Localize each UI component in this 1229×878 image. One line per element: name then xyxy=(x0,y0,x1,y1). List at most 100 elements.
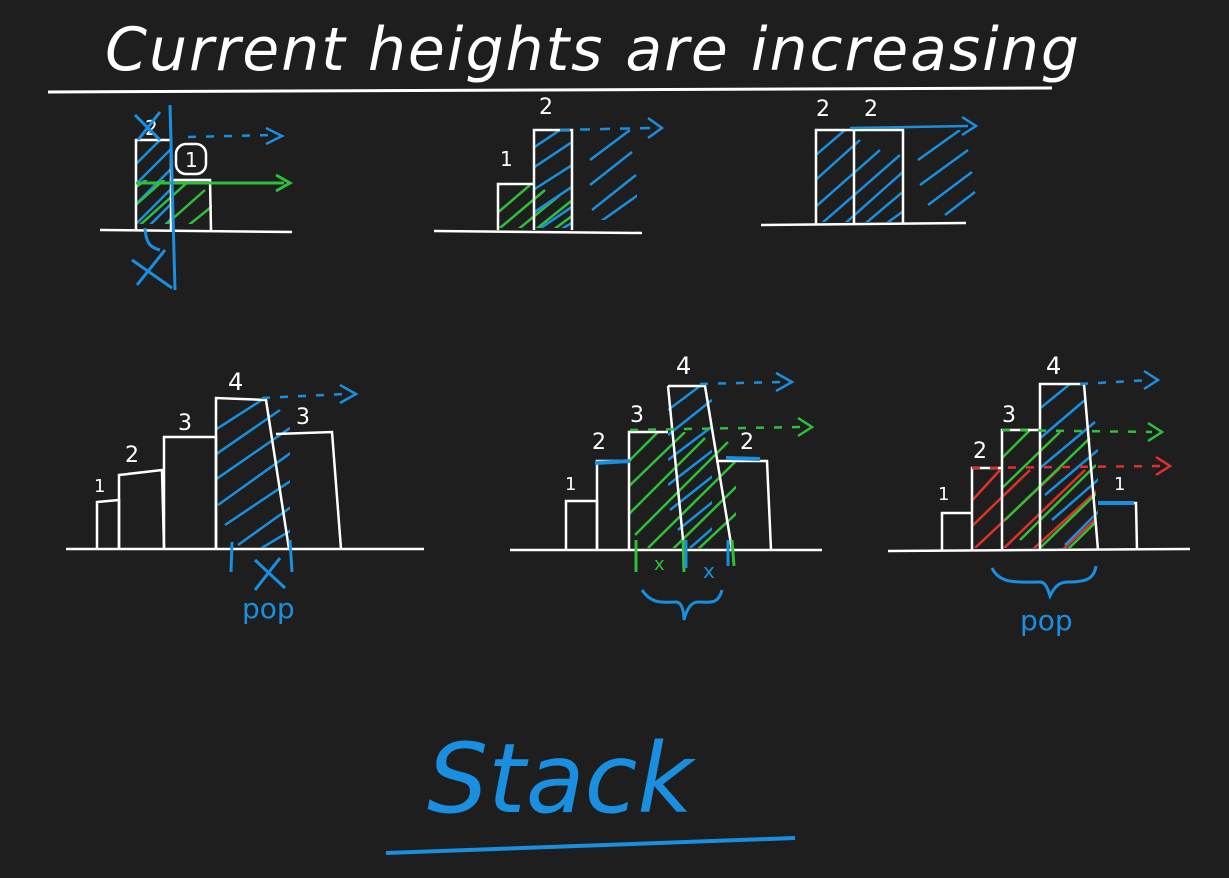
title-text: Current heights are increasing xyxy=(105,15,1081,85)
panel-2-label-1: 1 xyxy=(500,147,513,171)
panel-5-blue-marks xyxy=(684,540,730,568)
panel-6-arrow-blue-dotted xyxy=(1079,378,1151,386)
panel-5-bar-2 xyxy=(595,459,629,550)
panel-5-arrow-green-dotted xyxy=(629,425,803,432)
panel-4-label-1: 1 xyxy=(94,476,105,497)
panel-1-crossout-x-bottom xyxy=(131,249,173,290)
panel-2-bar-1 xyxy=(496,182,534,230)
panel-4-arrow-blue-head xyxy=(339,383,359,405)
panel-5-label-1: 1 xyxy=(565,474,576,495)
panel-6-bar-4 xyxy=(1038,382,1100,551)
panel-3-baseline xyxy=(760,221,967,227)
panel-4-bar-4 xyxy=(214,396,291,550)
panel-6-bar-1 xyxy=(940,511,972,550)
panel-3-blue-hatch xyxy=(816,130,904,222)
panel-6-label-4: 4 xyxy=(1046,352,1061,380)
panel-5-blue-cap-left xyxy=(594,459,631,465)
panel-4-label-4: 4 xyxy=(228,368,243,396)
panel-5-x-label-1: x xyxy=(654,554,665,575)
panel-1: 2 1 xyxy=(99,104,294,291)
panel-1-arrow-blue-head xyxy=(265,126,285,146)
panel-5: 1 2 3 4 2 x x xyxy=(510,352,822,621)
panel-6-arrow-green-dotted xyxy=(1001,428,1153,434)
panel-2-blue-trail-hatch xyxy=(589,130,637,220)
panel-2-label-2: 2 xyxy=(539,95,553,120)
panel-4-cross-x xyxy=(253,557,287,591)
panel-4-label-5: 3 xyxy=(296,405,310,430)
footer-underline xyxy=(385,836,796,855)
panel-3-bar-2 xyxy=(854,128,905,224)
panel-1-baseline xyxy=(99,228,293,234)
panel-6-pop-label: pop xyxy=(1020,604,1073,637)
panel-2: 1 2 xyxy=(433,95,665,235)
panel-1-crossout-x-top xyxy=(133,111,162,142)
panel-3-label-2: 2 xyxy=(864,97,878,122)
panel-5-label-4: 4 xyxy=(676,352,691,380)
panel-4-blue-hatch xyxy=(216,398,290,548)
panel-2-green-hatch xyxy=(498,184,572,228)
panel-2-arrow-blue-dotted xyxy=(559,126,651,132)
footer: Stack xyxy=(385,723,796,855)
panel-2-blue-hatch xyxy=(534,130,572,228)
panel-3-blue-trail-hatch xyxy=(917,130,976,216)
panel-4-bar-3 xyxy=(162,435,218,549)
panel-6-label-1: 1 xyxy=(938,484,949,505)
panel-1-bar-1 xyxy=(171,178,213,231)
panel-3-arrow-blue xyxy=(849,124,969,130)
panel-2-bar-2 xyxy=(532,128,574,230)
panel-4: 1 2 3 4 3 pop xyxy=(66,368,424,625)
panel-1-label-1: 1 xyxy=(185,148,198,172)
panel-6-brace xyxy=(990,565,1098,600)
panel-6-blue-hatch xyxy=(1040,384,1098,546)
panel-6-bar-5 xyxy=(1098,501,1139,551)
panel-1-arrow-blue-dotted xyxy=(187,133,273,139)
panel-5-green-hatch xyxy=(628,432,736,548)
panel-3-arrow-blue-head xyxy=(961,115,979,137)
panel-6-green-hatch xyxy=(1002,430,1096,548)
panel-4-label-3: 3 xyxy=(178,411,192,436)
panel-5-x-label-2: x xyxy=(703,559,715,583)
panel-5-label-2: 2 xyxy=(592,430,606,455)
panel-5-bar-3 xyxy=(627,430,668,550)
panel-3-label-1: 2 xyxy=(816,97,830,122)
panel-5-bar-4 xyxy=(668,384,734,551)
panel-6-label-5: 1 xyxy=(1114,474,1125,495)
panel-2-arrow-blue-head xyxy=(647,116,665,140)
panel-5-arrow-blue-head xyxy=(775,371,795,393)
panel-6-arrow-green-head xyxy=(1147,421,1165,443)
panel-5-blue-cap-right xyxy=(725,456,761,461)
title: Current heights are increasing xyxy=(47,15,1081,94)
title-underline xyxy=(47,86,1053,94)
panel-4-label-2: 2 xyxy=(125,443,139,468)
panel-5-bar-5 xyxy=(716,459,773,551)
panel-5-label-3: 3 xyxy=(630,403,644,428)
panel-4-range-marks xyxy=(229,539,294,573)
footer-stack-label: Stack xyxy=(427,723,696,835)
panel-1-crossout-line xyxy=(168,104,177,291)
panel-1-arrow-green-head xyxy=(275,173,294,193)
panel-1-crossout-bracket xyxy=(143,227,161,252)
panel-4-bar-5 xyxy=(275,430,343,550)
panel-6-label-3: 3 xyxy=(1002,403,1016,428)
panel-4-arrow-blue-dotted xyxy=(261,392,346,400)
panel-4-bar-2 xyxy=(117,468,166,550)
panel-5-bar-4-left xyxy=(666,385,686,551)
panel-1-blue-hatch xyxy=(136,140,172,224)
panel-5-arrow-blue-dotted xyxy=(699,380,783,386)
panel-1-green-hatch xyxy=(136,180,212,224)
panel-6: 1 2 3 4 1 pop xyxy=(887,352,1191,637)
panel-1-circle-marker xyxy=(174,142,208,176)
panel-5-range-marks xyxy=(634,539,736,573)
panel-5-bar-1 xyxy=(564,499,599,550)
panel-4-pop-label: pop xyxy=(242,592,295,625)
panel-3-bar-1 xyxy=(814,128,856,224)
panel-5-label-5: 2 xyxy=(740,430,754,455)
panel-5-blue-hatch xyxy=(668,386,712,548)
panel-6-arrow-red-dotted xyxy=(971,464,1161,470)
panel-2-baseline xyxy=(433,229,643,235)
panel-3: 2 2 xyxy=(760,97,979,227)
panel-4-bar-1 xyxy=(95,498,121,549)
panel-5-arrow-green-head xyxy=(797,416,815,438)
panel-6-arrow-blue-head xyxy=(1143,369,1161,391)
